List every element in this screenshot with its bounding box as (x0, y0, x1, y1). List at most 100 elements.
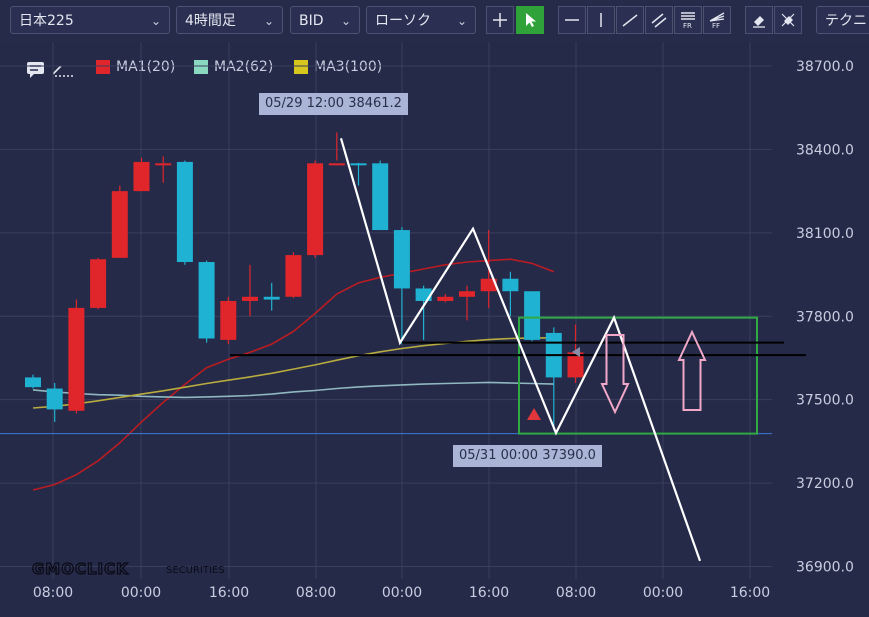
fibonacci-retracement-tool-button[interactable]: FR (674, 6, 702, 34)
trend-line-tool-button[interactable] (616, 6, 644, 34)
x-tick-label: 08:00 (296, 585, 336, 601)
candle-body (459, 291, 475, 297)
candle (263, 282, 280, 311)
vertical-line-tool-button[interactable] (587, 6, 615, 34)
pointer-icon (526, 13, 536, 27)
candle-body (133, 161, 150, 192)
candle-body (46, 388, 63, 410)
candle (220, 296, 237, 345)
candle-body (111, 191, 128, 258)
candle (155, 156, 172, 183)
candle-body (155, 163, 172, 166)
candle (198, 260, 215, 343)
x-axis-labels: 08:00 00:00 16:00 08:00 00:00 16:00 08:00 00:00… (33, 585, 770, 601)
candle-body (307, 163, 324, 256)
high-tooltip: 05/29 12:00 38461.2 (259, 93, 408, 115)
candle-body (263, 296, 280, 300)
x-tick-label: 00:00 (121, 585, 161, 601)
candle-body (502, 278, 519, 292)
candle (328, 132, 345, 166)
candle (459, 285, 475, 321)
legend-label-ma1: MA1(20) (116, 59, 176, 75)
pattern-projection (230, 137, 806, 562)
price-type-select[interactable]: BID ⌄ (290, 6, 360, 34)
candle (524, 291, 541, 342)
candle (133, 157, 150, 192)
crosshair-tool-button[interactable] (486, 6, 514, 34)
fibonacci-fan-tool-button[interactable]: FF (703, 6, 731, 34)
erase-all-tool-button[interactable] (774, 6, 802, 34)
x-tick-label: 00:00 (382, 585, 422, 601)
target-box (518, 316, 758, 435)
chevron-down-icon: ⌄ (340, 14, 351, 28)
legend-item-ma3[interactable]: MA3(100) (294, 58, 394, 78)
y-tick-label: 37500.0 (796, 393, 854, 409)
channel-tool-button[interactable] (645, 6, 673, 34)
symbol-select[interactable]: 日本225 ⌄ (10, 6, 170, 34)
chevron-down-icon: ⌄ (150, 14, 161, 28)
candle (68, 299, 85, 414)
technical-menu-button[interactable]: テクニ (816, 6, 869, 34)
candle-body (480, 278, 497, 292)
timeframe-select-value: 4時間足 (185, 13, 236, 29)
watermark-suffix: SECURITIES (166, 565, 225, 576)
candle-body (198, 262, 215, 339)
y-tick-label: 37200.0 (796, 476, 854, 492)
vertical-line-icon (600, 13, 602, 27)
candle (242, 264, 258, 317)
candle-body (437, 296, 454, 301)
eraser-icon (753, 16, 765, 28)
chart-style-select-value: ローソク (375, 13, 431, 29)
y-tick-label: 37800.0 (796, 309, 854, 325)
legend-item-ma1[interactable]: MA1(20) (96, 58, 188, 78)
symbol-select-value: 日本225 (19, 13, 74, 29)
chart-grid (0, 42, 772, 580)
candle (372, 160, 389, 231)
candle (176, 160, 193, 265)
candle (307, 160, 324, 258)
candle-body (350, 163, 367, 166)
channel-icon (651, 13, 667, 28)
candle-body (393, 230, 410, 289)
candle-body (567, 352, 584, 378)
candlestick-chart[interactable]: 38700.0 38400.0 38100.0 37800.0 37500.0 37200… (0, 42, 869, 617)
y-tick-label: 38700.0 (796, 59, 854, 75)
candle-body (220, 300, 237, 340)
candle-body (90, 259, 107, 308)
y-axis-labels: 38700.0 38400.0 38100.0 37800.0 37500.0 37200… (796, 59, 854, 576)
candle-body (176, 161, 193, 263)
watermark-brand: GMOCLICK (32, 560, 129, 578)
candle (111, 185, 128, 258)
fibonacci-retracement-icon: FR (681, 12, 695, 29)
ma-line-ma262 (32, 381, 554, 399)
x-tick-label: 00:00 (643, 585, 683, 601)
x-tick-label: 16:00 (209, 585, 249, 601)
timeframe-select[interactable]: 4時間足 ⌄ (176, 6, 283, 34)
candle (90, 257, 107, 310)
technical-menu-label: テクニ (825, 13, 867, 29)
legend-swatch-ma1 (96, 60, 110, 74)
legend-swatch-ma3 (294, 60, 308, 74)
candle-body (328, 163, 345, 166)
candles (25, 132, 584, 431)
x-tick-label: 08:00 (556, 585, 596, 601)
chevron-down-icon: ⌄ (263, 14, 274, 28)
horizontal-line-icon (565, 19, 579, 21)
horizontal-line-tool-button[interactable] (558, 6, 586, 34)
chevron-down-icon: ⌄ (456, 14, 467, 28)
candle-body (372, 163, 389, 231)
moving-average-lines (32, 258, 555, 491)
legend-swatch-ma2 (194, 60, 208, 74)
chart-style-select[interactable]: ローソク ⌄ (366, 6, 476, 34)
draw-settings-icon[interactable] (51, 62, 75, 78)
candle-body (524, 291, 541, 340)
watermark: GMOCLICK SECURITIES (31, 559, 225, 578)
crosshair-icon (493, 13, 507, 27)
candle (350, 162, 367, 186)
eraser-tool-button[interactable] (745, 6, 773, 34)
y-tick-label: 38100.0 (796, 226, 854, 242)
pointer-tool-button[interactable] (516, 6, 544, 34)
y-tick-label: 36900.0 (796, 560, 854, 576)
candle-body (68, 307, 85, 411)
ma-line-ma120 (32, 258, 555, 491)
